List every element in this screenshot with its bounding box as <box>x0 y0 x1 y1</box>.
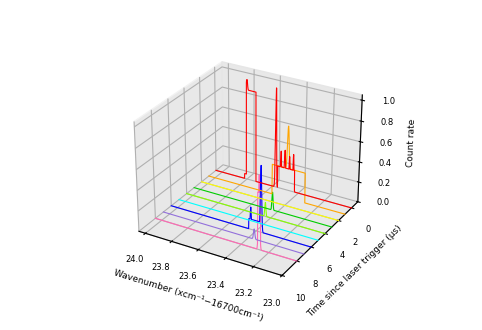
Y-axis label: Time since laser trigger (μs): Time since laser trigger (μs) <box>306 223 403 319</box>
X-axis label: Wavenumber (xcm⁻¹−16700cm⁻¹): Wavenumber (xcm⁻¹−16700cm⁻¹) <box>113 268 264 323</box>
